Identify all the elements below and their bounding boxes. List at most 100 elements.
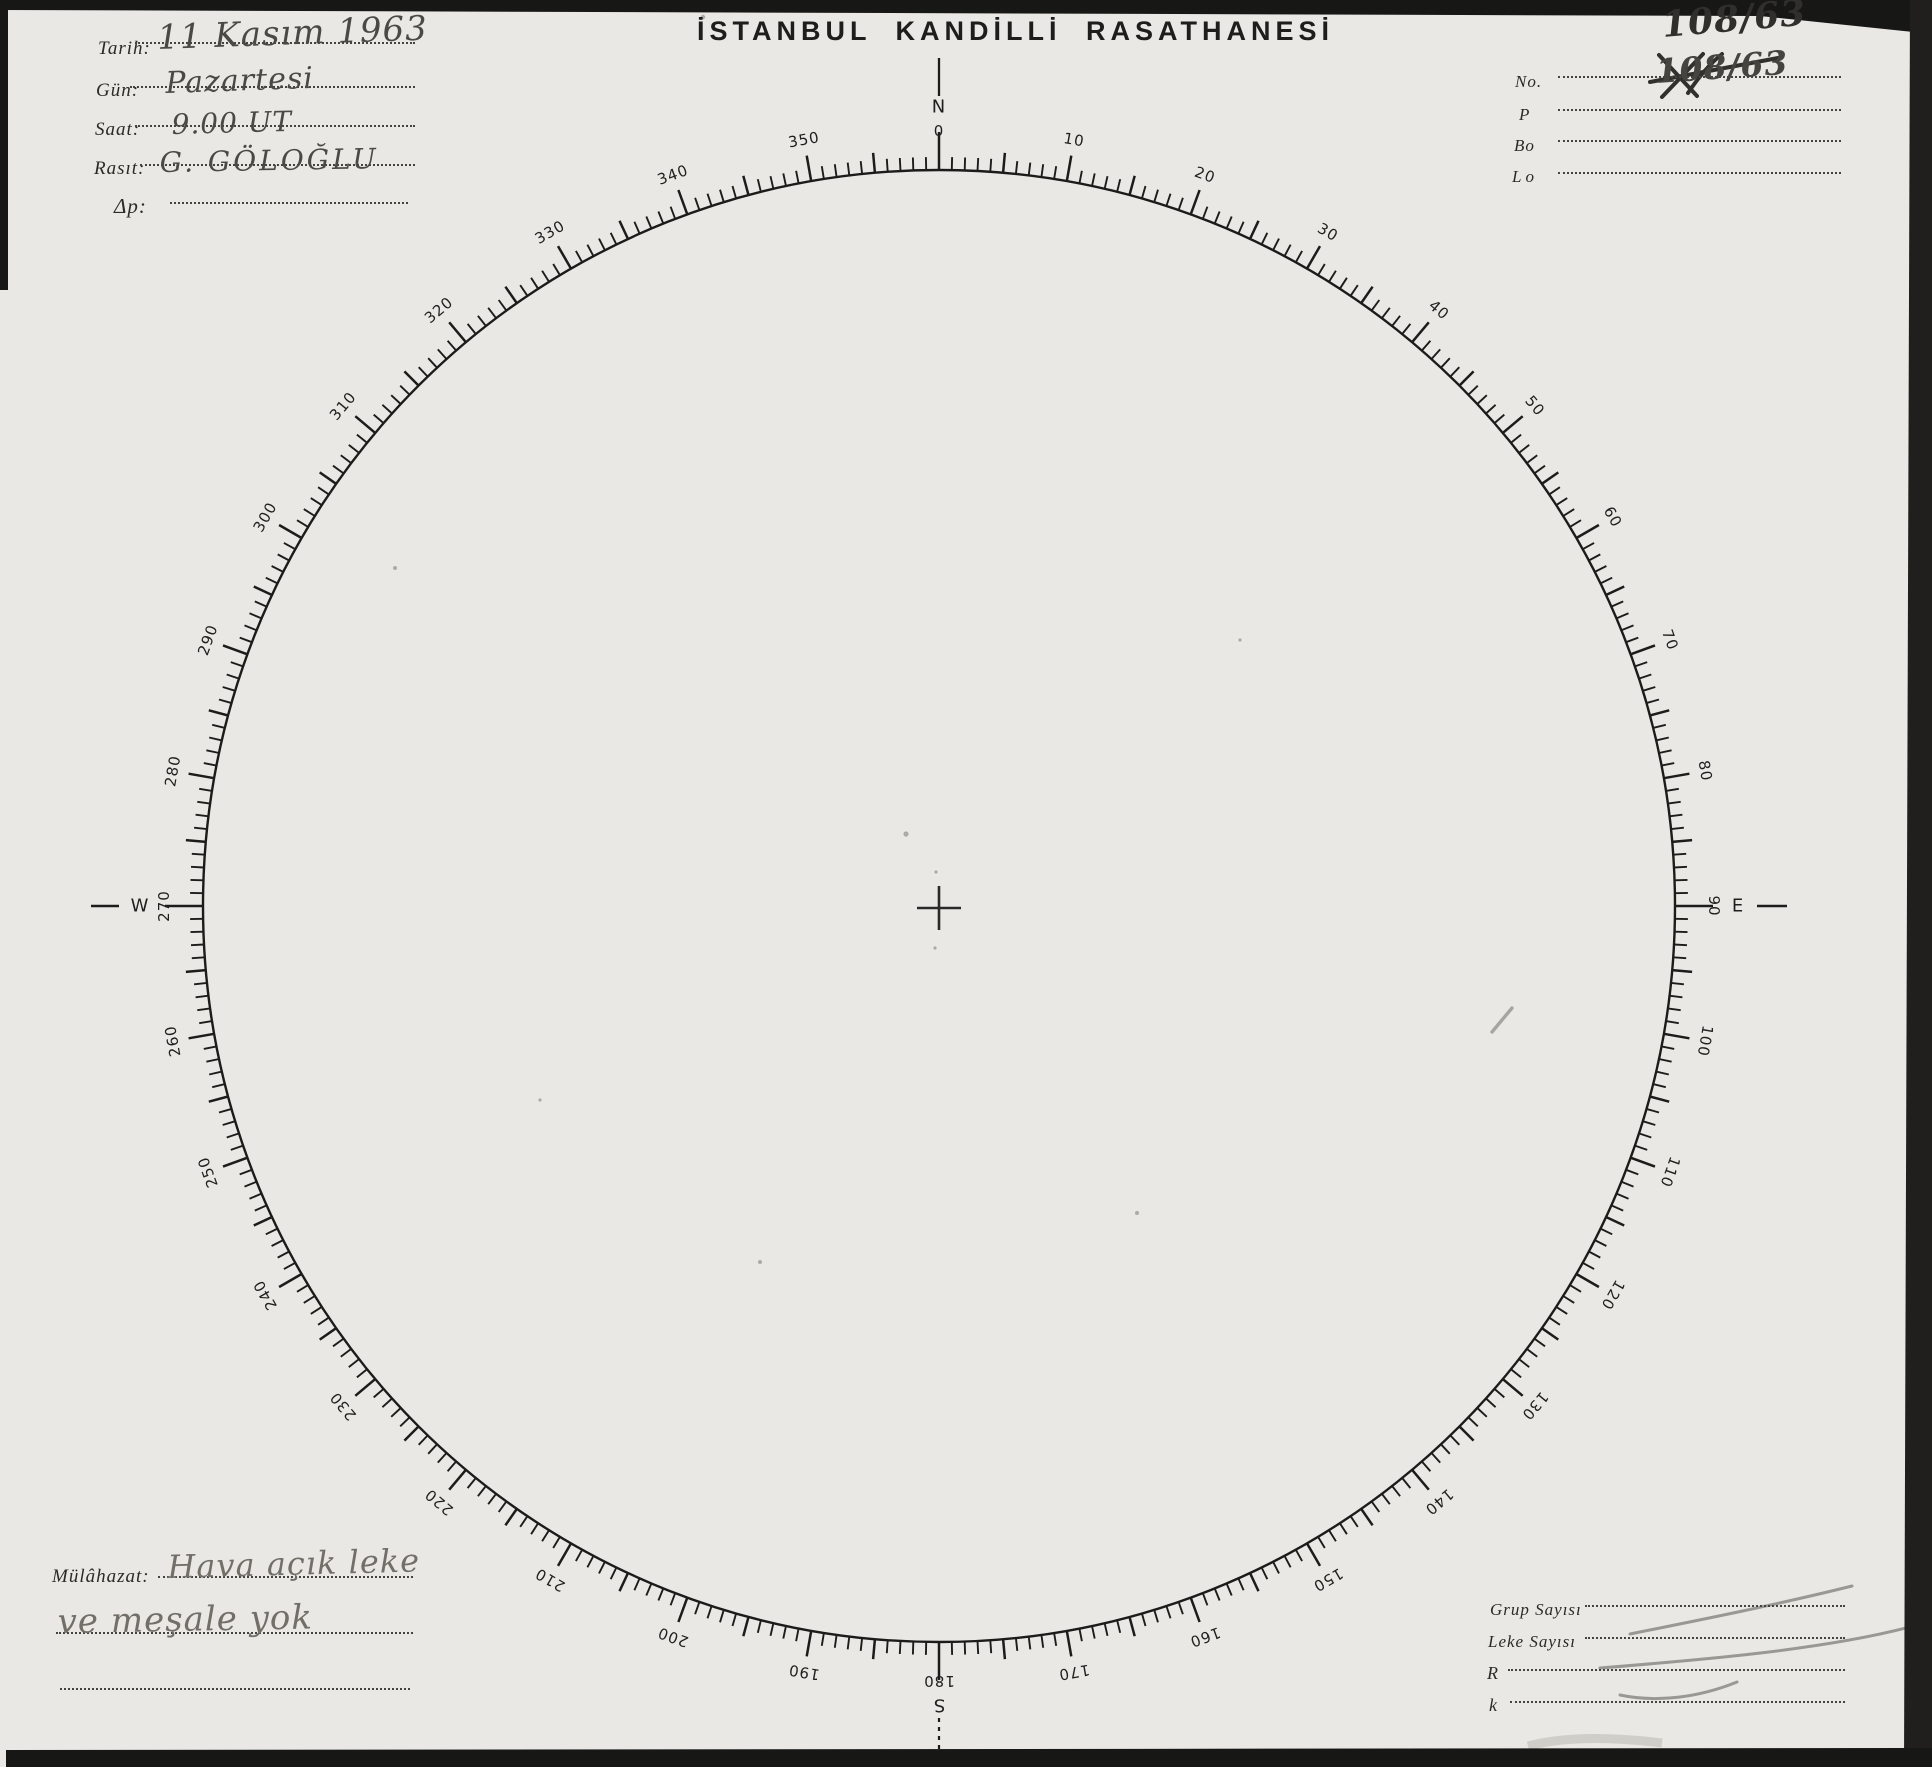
tick-238: [303, 1295, 316, 1304]
degree-label-270: 270: [155, 890, 173, 922]
degree-label-50: 50: [1521, 392, 1548, 420]
tick-210: [556, 1542, 573, 1567]
pencil-strokes: [1598, 1584, 1908, 1701]
tick-327: [530, 277, 539, 290]
tick-314: [399, 385, 411, 396]
tick-125: [1541, 1327, 1560, 1341]
tick-5: [1001, 152, 1007, 173]
tick-263: [195, 994, 209, 999]
pencil-slash-mark: [1490, 1006, 1514, 1034]
tick-110: [1630, 1156, 1656, 1168]
tick-41: [1421, 340, 1432, 352]
tick-226: [399, 1416, 411, 1427]
tick-29: [1294, 250, 1303, 263]
page-title: İSTANBUL KANDİLLİ RASATHANESİ: [697, 16, 1334, 46]
tick-265: [185, 968, 206, 974]
degree-label-80: 80: [1695, 759, 1716, 783]
tick-324: [497, 299, 508, 312]
tick-134: [1467, 1416, 1479, 1427]
field-label-delta-p: Δp:: [114, 194, 147, 218]
tick-291: [239, 636, 253, 644]
tick-202: [657, 1588, 665, 1601]
tick-174: [1014, 1637, 1019, 1652]
tick-28: [1283, 244, 1292, 257]
tick-289: [230, 661, 244, 668]
tick-304: [317, 486, 330, 496]
degree-label-300: 300: [249, 499, 280, 535]
tick-348: [782, 173, 787, 187]
tick-17: [1153, 189, 1159, 203]
degree-label-70: 70: [1658, 627, 1682, 653]
tick-300: [278, 523, 303, 540]
tick-214: [519, 1515, 529, 1528]
tick-152: [1283, 1555, 1292, 1568]
degree-label-200: 200: [655, 1623, 691, 1651]
tick-259: [203, 1045, 217, 1050]
tick-80: [1663, 772, 1690, 780]
tick-299: [283, 542, 296, 551]
tick-246: [254, 1204, 267, 1212]
tick-74: [1646, 698, 1660, 705]
degree-label-90: 90: [1705, 895, 1723, 916]
tick-127: [1526, 1348, 1538, 1358]
tick-135: [1458, 1425, 1475, 1442]
dotted-line-bo: [1558, 140, 1841, 142]
tick-225: [403, 1425, 420, 1442]
scan-edge-left: [0, 0, 8, 290]
tick-98: [1667, 1007, 1681, 1012]
tick-173: [1027, 1636, 1032, 1650]
tick-245: [253, 1215, 273, 1227]
tick-78: [1658, 749, 1672, 754]
tick-61: [1582, 542, 1595, 551]
tick-30: [1305, 245, 1322, 270]
tick-117: [1594, 1239, 1607, 1247]
tick-7: [1027, 162, 1032, 176]
tick-87: [1673, 865, 1688, 869]
tick-123: [1555, 1306, 1568, 1315]
degree-label-10: 10: [1062, 129, 1086, 150]
tick-320: [448, 321, 467, 344]
tick-234: [332, 1337, 345, 1348]
tick-222: [437, 1452, 448, 1464]
tick-175: [1001, 1639, 1007, 1660]
tick-229: [373, 1388, 385, 1399]
tick-250: [222, 1156, 248, 1168]
tick-60: [1575, 523, 1600, 540]
tick-62: [1588, 553, 1601, 562]
tick-208: [586, 1555, 595, 1568]
tick-16: [1140, 185, 1147, 199]
tick-244: [265, 1227, 278, 1236]
tick-293: [249, 612, 262, 620]
tick-133: [1476, 1407, 1488, 1418]
degree-label-20: 20: [1192, 163, 1218, 187]
tick-284: [211, 723, 226, 729]
tick-148: [1328, 1529, 1337, 1542]
degree-label-320: 320: [421, 293, 457, 327]
tick-221: [446, 1460, 457, 1472]
tick-235: [318, 1327, 337, 1341]
degree-label-140: 140: [1421, 1485, 1457, 1519]
tick-340: [677, 189, 689, 215]
tick-51: [1510, 433, 1522, 444]
tick-124: [1548, 1316, 1561, 1326]
tick-288: [226, 673, 240, 680]
tick-316: [418, 366, 429, 378]
dotted-line-delta-p: [170, 202, 408, 204]
tick-26: [1260, 232, 1269, 245]
tick-249: [239, 1168, 253, 1176]
tick-45: [1458, 370, 1475, 387]
tick-122: [1562, 1295, 1575, 1304]
degree-label-170: 170: [1057, 1661, 1091, 1684]
tick-142: [1391, 1485, 1401, 1497]
tick-157: [1225, 1583, 1233, 1596]
tick-118: [1588, 1250, 1601, 1259]
tick-318: [437, 348, 448, 360]
tick-287: [222, 686, 236, 692]
tick-85: [1672, 838, 1693, 844]
tick-296: [265, 576, 278, 585]
tick-220: [448, 1468, 467, 1491]
tick-232: [348, 1358, 360, 1368]
tick-27: [1272, 238, 1280, 251]
degree-label-280: 280: [161, 754, 184, 788]
